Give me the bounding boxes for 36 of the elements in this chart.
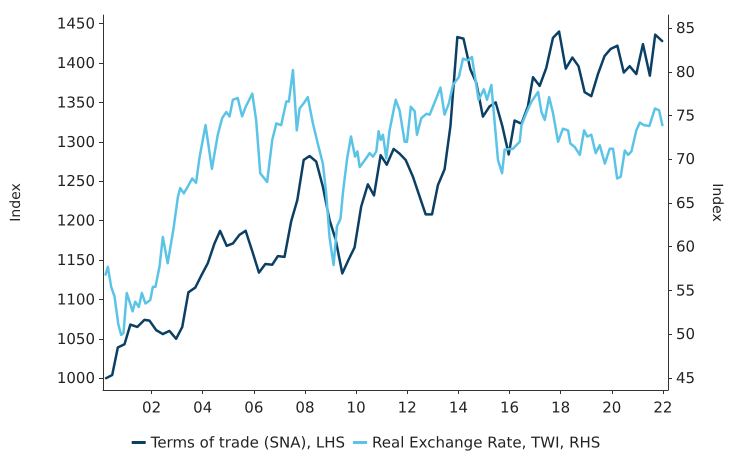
y-tick-label: 1400 xyxy=(56,54,95,72)
x-tick-label: 02 xyxy=(142,398,162,416)
y-tick-label: 1000 xyxy=(56,369,95,388)
x-tick-label: 18 xyxy=(551,398,570,416)
legend-label: Real Exchange Rate, TWI, RHS xyxy=(372,434,600,452)
y2-tick-label: 70 xyxy=(676,150,696,168)
y2-tick-label: 55 xyxy=(676,281,696,300)
y-tick-label: 1150 xyxy=(56,251,95,270)
y-tick-label: 1300 xyxy=(56,132,95,151)
x-tick-label: 10 xyxy=(346,398,366,416)
y2-tick-label: 65 xyxy=(676,194,696,212)
y2-tick-label: 75 xyxy=(676,106,696,125)
y2-tick-label: 60 xyxy=(676,238,696,256)
y2-tick-label: 50 xyxy=(676,325,696,344)
y-tick-label: 1200 xyxy=(56,212,95,230)
x-tick-label: 06 xyxy=(244,398,264,416)
y2-tick-label: 85 xyxy=(676,19,696,38)
y-axis-title: Index xyxy=(8,183,24,222)
line-series xyxy=(104,30,664,380)
y-tick-label: 1050 xyxy=(56,330,95,348)
y-tick-label: 1450 xyxy=(56,14,95,33)
y2-tick-label: 45 xyxy=(676,368,696,387)
x-tick-label: 12 xyxy=(398,398,417,416)
y2-tick-label: 80 xyxy=(676,62,696,81)
y-tick-label: 1250 xyxy=(56,172,95,190)
x-tick-label: 16 xyxy=(500,398,520,416)
x-tick-label: 20 xyxy=(602,398,622,416)
y-tick-label: 1350 xyxy=(56,93,95,112)
line-series xyxy=(104,56,664,336)
legend-label: Terms of trade (SNA), LHS xyxy=(150,434,346,452)
y2-axis-title: Index xyxy=(709,183,725,222)
x-tick-label: 08 xyxy=(295,398,315,416)
x-tick-label: 22 xyxy=(653,398,672,416)
x-tick-label: 14 xyxy=(448,398,468,416)
x-tick-label: 04 xyxy=(193,398,212,416)
y-tick-label: 1100 xyxy=(56,290,95,308)
